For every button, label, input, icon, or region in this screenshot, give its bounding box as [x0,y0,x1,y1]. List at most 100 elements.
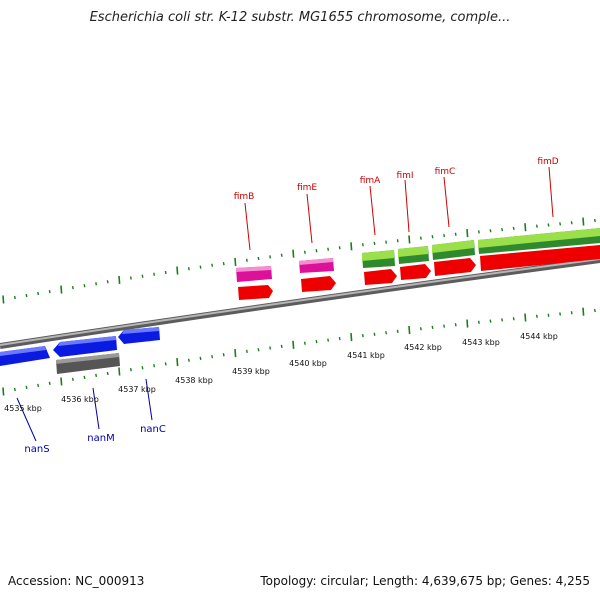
major-tick [292,340,295,349]
minor-tick [129,276,132,280]
minor-tick [257,256,260,261]
minor-tick [141,366,144,370]
minor-tick [501,318,504,322]
minor-tick [303,341,306,345]
scale-label: 4538 kbp [175,376,213,385]
minor-tick [164,270,167,275]
minor-tick [211,354,214,359]
minor-tick [153,364,156,368]
scale-label: 4544 kbp [520,332,558,341]
gene-fimB[interactable]: fimB [234,192,273,300]
chromosome-backbone [0,257,600,349]
major-tick [582,217,585,226]
minor-tick [199,265,202,269]
minor-tick [269,255,272,259]
minor-tick [13,295,16,300]
accession-text: Accession: NC_000913 [8,574,145,588]
gene-label-fimE: fimE [297,183,317,193]
gene-label-fimC: fimC [435,167,456,177]
gene-label-fimD: fimD [537,157,558,167]
major-tick [176,358,179,367]
minor-tick [477,230,480,234]
gene-label-nanM: nanM [87,433,114,444]
minor-tick [373,332,376,336]
major-tick [582,307,585,316]
minor-tick [95,373,98,378]
gene-fimE[interactable]: fimE [297,183,336,292]
minor-tick [547,313,550,317]
gene-label-fimI: fimI [396,171,413,181]
minor-tick [106,280,109,284]
minor-tick [164,362,167,366]
minor-tick [222,261,225,266]
outer-tick-row [2,217,596,304]
minor-tick [396,329,399,334]
genome-info-text: Topology: circular; Length: 4,639,675 bp… [260,574,590,588]
scale-label: 4541 kbp [347,351,385,360]
scale-labels: 4535 kbp 4536 kbp 4537 kbp 4538 kbp 4539… [4,332,558,413]
major-tick [524,223,527,232]
inner-tick-row [2,307,596,396]
gene-fimC[interactable]: fimC [432,167,476,276]
gene-label-nanS: nanS [24,444,49,455]
minor-tick [489,319,492,323]
major-tick [350,242,353,251]
major-tick [60,377,63,386]
minor-tick [269,346,272,350]
minor-tick [501,227,504,232]
minor-tick [338,246,341,250]
gene-nanC[interactable]: nanC [118,327,166,435]
minor-tick [593,308,596,313]
minor-tick [106,371,109,376]
minor-tick [361,243,364,247]
minor-tick [454,323,457,327]
minor-tick [385,240,388,244]
minor-tick [25,293,28,298]
gene-fimA[interactable]: fimA [360,176,397,285]
major-tick [408,235,411,244]
minor-tick [489,229,492,233]
gene-fimI[interactable]: fimI [396,171,431,280]
minor-tick [512,226,515,231]
minor-tick [257,348,260,352]
minor-tick [396,239,399,243]
gene-label-fimB: fimB [234,192,255,202]
minor-tick [443,324,446,328]
minor-tick [129,367,132,372]
gene-fimD[interactable]: fimD [478,157,600,271]
minor-tick [199,356,202,361]
scale-label: 4543 kbp [462,338,500,347]
gene-nanS[interactable]: nanS [0,346,50,455]
minor-tick [570,311,573,315]
minor-tick [280,253,283,257]
minor-tick [315,339,318,344]
minor-tick [361,333,364,338]
minor-tick [71,377,74,382]
minor-tick [535,314,538,318]
minor-tick [37,291,40,296]
minor-tick [187,358,190,362]
minor-tick [559,312,562,316]
minor-tick [431,235,434,239]
minor-tick [373,241,376,246]
minor-tick [37,383,40,388]
minor-tick [48,289,51,294]
major-tick [466,319,469,328]
gene-nanM[interactable]: nanM [53,336,120,444]
major-tick [234,349,237,358]
major-tick [466,229,469,238]
minor-tick [222,353,225,357]
major-tick [524,313,527,322]
minor-tick [280,344,283,349]
major-tick [234,257,237,266]
major-tick [118,275,121,284]
minor-tick [315,249,318,253]
map-title: Escherichia coli str. K-12 substr. MG165… [89,10,511,25]
major-tick [2,295,5,304]
minor-tick [83,375,86,380]
minor-tick [245,349,248,354]
minor-tick [245,258,248,262]
scale-label: 4542 kbp [404,343,442,352]
minor-tick [153,272,156,276]
